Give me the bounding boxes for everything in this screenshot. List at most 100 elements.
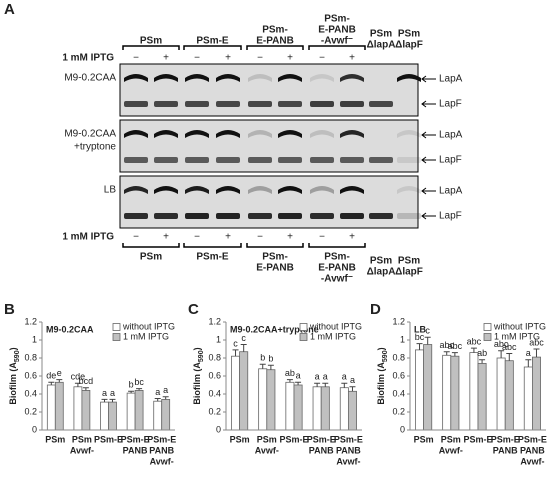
significance-letter: ab bbox=[477, 348, 487, 358]
bracket bbox=[246, 243, 304, 248]
error-bar bbox=[416, 343, 423, 350]
lapa-band bbox=[340, 74, 364, 82]
bracket bbox=[183, 243, 242, 248]
row-label: LB bbox=[104, 185, 117, 196]
y-axis-label-part: Biofilm (A bbox=[8, 362, 18, 405]
error-bar bbox=[136, 388, 143, 391]
lapf-band bbox=[278, 101, 302, 107]
x-tick-label: PSm-E bbox=[279, 434, 308, 444]
bracket bbox=[246, 45, 304, 50]
x-tick-label: PSm-E bbox=[491, 434, 520, 444]
significance-letter: a bbox=[315, 372, 320, 382]
lapf-band bbox=[310, 101, 334, 107]
lapa-band bbox=[124, 74, 148, 82]
lapf-band bbox=[310, 213, 334, 219]
significance-letter: cde bbox=[71, 372, 86, 382]
significance-letter: abc bbox=[502, 342, 517, 352]
lapa-band bbox=[124, 130, 148, 138]
y-tick-label: 0 bbox=[32, 424, 37, 434]
x-tick-label: PSm-E bbox=[147, 434, 176, 444]
lapa-band bbox=[185, 186, 209, 194]
significance-letter: a bbox=[110, 388, 115, 398]
band-label: LapF bbox=[439, 99, 462, 110]
axes bbox=[225, 322, 362, 431]
group-label: E-PANB bbox=[318, 25, 356, 36]
bar bbox=[450, 355, 460, 431]
lapa-band bbox=[310, 186, 334, 194]
band-arrow bbox=[421, 212, 436, 220]
significance-letter: e bbox=[57, 368, 62, 378]
error-bar bbox=[56, 379, 63, 383]
bar bbox=[161, 398, 171, 431]
iptg-sign: + bbox=[349, 53, 355, 64]
group-label: PSm bbox=[140, 36, 162, 47]
axes bbox=[41, 322, 175, 431]
x-tick-label: PANB bbox=[309, 445, 334, 455]
panel-label: A bbox=[4, 1, 15, 18]
y-axis-label: Biofilm (A590) bbox=[376, 347, 388, 404]
lapa-band bbox=[216, 74, 240, 82]
panel-label: D bbox=[370, 301, 381, 318]
lapa-band bbox=[248, 130, 272, 138]
lapa-band bbox=[248, 74, 272, 82]
error-bar bbox=[48, 381, 55, 385]
group-label: E-PANB bbox=[256, 263, 294, 274]
error-bar bbox=[162, 396, 169, 400]
bracket bbox=[308, 45, 366, 50]
bar bbox=[423, 344, 433, 431]
y-tick-label: 0.4 bbox=[392, 388, 405, 398]
significance-letter: abc bbox=[439, 340, 454, 350]
lapa-band bbox=[397, 186, 421, 194]
lapa-band bbox=[124, 186, 148, 194]
significance-letter: b bbox=[268, 354, 273, 364]
x-tick-label: Avwf- bbox=[520, 456, 544, 466]
lapa-band bbox=[397, 74, 421, 82]
bar bbox=[504, 360, 514, 431]
lapf-band bbox=[340, 157, 364, 163]
x-tick-label: Avwf- bbox=[70, 445, 94, 455]
x-tick-label: Avwf- bbox=[336, 456, 360, 466]
y-axis-label-part: 590 bbox=[382, 350, 389, 362]
lapa-band bbox=[310, 74, 334, 82]
legend-label: 1 mM IPTG bbox=[310, 331, 356, 341]
group-label: PSm- bbox=[324, 14, 350, 25]
bar bbox=[258, 368, 268, 431]
bar bbox=[339, 387, 349, 431]
significance-letter: ab bbox=[285, 368, 295, 378]
band-label: LapF bbox=[439, 211, 462, 222]
group-label: -Avwf⁻ bbox=[321, 274, 353, 285]
lapf-band bbox=[369, 213, 393, 219]
y-axis-label: Biofilm (A590) bbox=[192, 347, 204, 404]
lapf-band bbox=[185, 213, 209, 219]
lapf-band bbox=[248, 157, 272, 163]
bar bbox=[347, 390, 357, 431]
x-tick-label: PSm-E bbox=[307, 434, 336, 444]
panel-label: B bbox=[4, 301, 15, 318]
bar bbox=[108, 401, 117, 431]
x-tick-label: Avwf- bbox=[255, 445, 279, 455]
lapf-band bbox=[185, 101, 209, 107]
lapf-band bbox=[340, 101, 364, 107]
lapa-band bbox=[248, 186, 272, 194]
iptg-label: 1 mM IPTG bbox=[62, 232, 114, 243]
bar bbox=[126, 392, 136, 431]
lapf-band bbox=[397, 213, 421, 219]
significance-letter: de bbox=[46, 371, 56, 381]
y-tick-label: 0.6 bbox=[208, 370, 221, 380]
group-label: PSm bbox=[398, 29, 420, 40]
error-bar bbox=[470, 347, 477, 353]
group-label: PSm bbox=[370, 29, 392, 40]
x-tick-label: PANB bbox=[123, 445, 148, 455]
legend-swatch bbox=[112, 333, 121, 341]
significance-letter: a bbox=[350, 375, 355, 385]
error-bar bbox=[498, 350, 505, 358]
x-tick-label: PANB bbox=[149, 445, 174, 455]
iptg-sign: + bbox=[287, 53, 293, 64]
bar bbox=[54, 381, 64, 431]
x-tick-label: PSm-E bbox=[518, 434, 547, 444]
legend-swatch bbox=[483, 323, 492, 331]
iptg-sign: − bbox=[319, 232, 325, 243]
bar bbox=[285, 381, 295, 431]
error-bar bbox=[82, 387, 89, 391]
